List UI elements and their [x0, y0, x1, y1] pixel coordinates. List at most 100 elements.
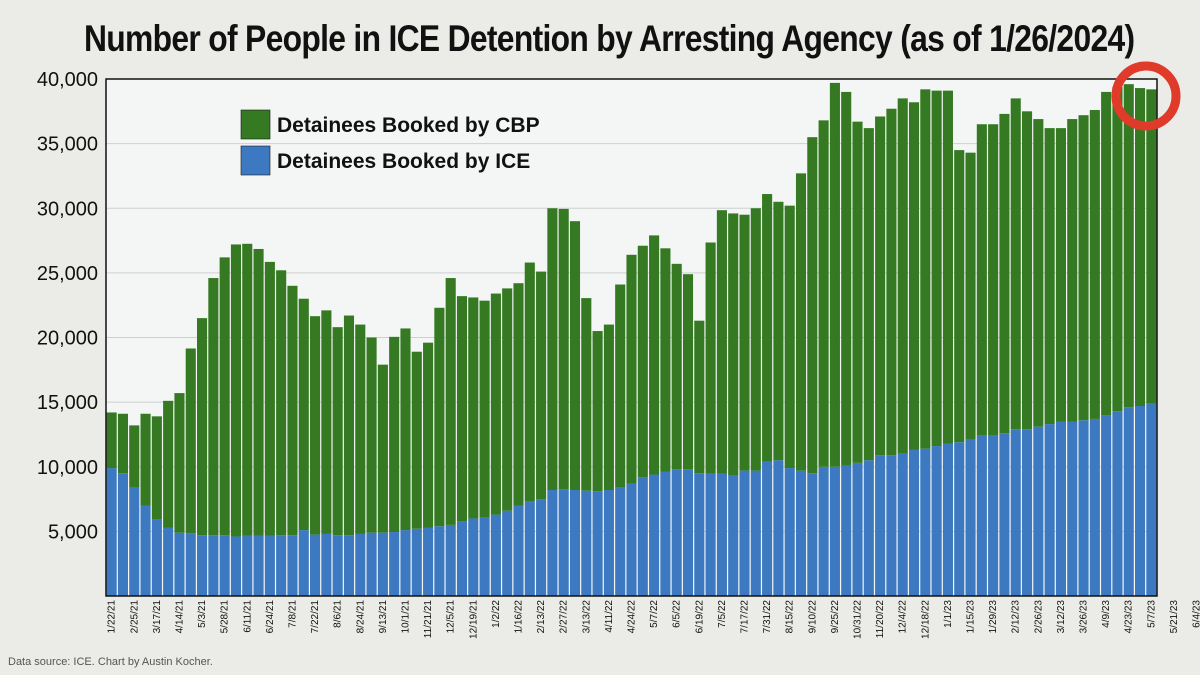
bar-cbp [377, 364, 388, 533]
bar-ice [536, 499, 547, 596]
y-axis: 5,000 10,000 15,000 20,000 25,000 30,000 35,00… [37, 69, 98, 543]
bar-ice [886, 455, 897, 596]
bar-cbp [1010, 98, 1021, 430]
bar-cbp [456, 296, 468, 522]
bar-cbp [129, 425, 140, 488]
bar-cbp [1033, 119, 1044, 427]
bar-ice [908, 449, 920, 596]
x-tick-label: 4/24/22 [627, 600, 638, 634]
bar-cbp [230, 244, 242, 537]
x-tick-label: 2/13/22 [536, 600, 547, 634]
bar-ice [174, 532, 185, 596]
legend: Detainees Booked by CBP Detainees Booked … [240, 109, 540, 176]
bar-ice [524, 501, 535, 596]
bar-cbp [536, 271, 547, 500]
x-tick-label: 6/19/22 [694, 600, 705, 634]
x-tick-label: 3/12/23 [1056, 600, 1067, 634]
bar-ice [920, 448, 931, 596]
bar-cbp [931, 90, 942, 447]
bar-cbp [615, 284, 626, 488]
bar-ice [988, 435, 999, 596]
source-note: Data source: ICE. Chart by Austin Kocher… [8, 656, 213, 668]
bar-ice [818, 466, 829, 596]
y-tick-label: 10,000 [37, 457, 98, 479]
bar-cbp [411, 351, 422, 529]
bar-ice [219, 535, 230, 596]
bar-ice [287, 535, 298, 596]
bar-cbp [660, 248, 671, 472]
bar-ice [807, 473, 818, 596]
bar-cbp [750, 208, 761, 471]
bar-cbp [671, 263, 682, 470]
legend-label: Detainees Booked by CBP [277, 114, 540, 137]
bar-ice [1078, 420, 1089, 596]
bar-ice [1044, 424, 1055, 596]
bar-cbp [547, 208, 558, 491]
bar-cbp [920, 89, 931, 449]
bar-ice [1067, 421, 1078, 596]
bar-ice [445, 524, 456, 596]
bar-cbp [716, 210, 727, 474]
bar-ice [456, 521, 468, 596]
bar-ice [569, 490, 581, 596]
x-tick-label: 6/4/23 [1192, 600, 1200, 628]
bar-ice [1146, 403, 1157, 596]
x-tick-label: 7/22/21 [310, 600, 321, 634]
bar-cbp [841, 91, 852, 466]
bar-cbp [1078, 115, 1089, 421]
bar-cbp [197, 318, 208, 536]
x-tick-label: 9/25/22 [830, 600, 841, 634]
bar-cbp [332, 327, 343, 536]
bar-ice [490, 514, 501, 596]
bar-ice [999, 433, 1010, 596]
x-tick-label: 1/29/23 [988, 600, 999, 634]
bar-ice [264, 535, 275, 596]
plot-frame [105, 78, 1158, 597]
bar-cbp [185, 348, 196, 534]
bar-ice [310, 534, 321, 596]
x-tick-label: 8/24/21 [355, 600, 366, 634]
bar-cbp [908, 102, 920, 450]
bar-ice [208, 535, 219, 596]
bar-cbp [988, 124, 999, 436]
bar-cbp [999, 113, 1010, 434]
bar-ice [592, 491, 603, 596]
bar-cbp [1146, 89, 1157, 404]
x-tick-label: 12/5/21 [446, 600, 457, 634]
bar-ice [411, 528, 422, 596]
bar-cbp [502, 288, 513, 511]
bar-cbp [852, 121, 863, 463]
bar-cbp [965, 152, 976, 440]
y-tick-label: 35,000 [37, 134, 98, 156]
x-tick-label: 2/25/21 [129, 600, 140, 634]
bar-ice [931, 446, 942, 596]
x-tick-label: 4/11/22 [604, 600, 615, 633]
chart-title: Number of People in ICE Detention by Arr… [84, 18, 1135, 59]
x-tick-label: 4/14/21 [174, 600, 185, 634]
bar-ice [581, 490, 592, 596]
bar-cbp [1123, 84, 1134, 408]
x-tick-label: 12/4/22 [898, 600, 909, 634]
bar-cbp [208, 278, 219, 536]
bar-cbp [1134, 88, 1146, 407]
bar-ice [332, 535, 343, 596]
bar-ice [875, 455, 886, 596]
bar-cbp [626, 254, 637, 484]
x-tick-label: 3/17/21 [152, 600, 163, 634]
bar-ice [660, 471, 671, 596]
bar-cbp [343, 315, 355, 536]
y-tick-label: 30,000 [37, 198, 98, 220]
bar-ice [140, 505, 151, 596]
bar-cbp [445, 278, 456, 525]
bar-ice [468, 518, 479, 596]
bar-cbp [728, 213, 739, 476]
bar-ice [976, 435, 987, 596]
y-tick-label: 15,000 [37, 392, 98, 414]
x-tick-label: 7/17/22 [740, 600, 751, 634]
y-tick-label: 20,000 [37, 328, 98, 350]
bar-cbp [310, 316, 321, 535]
bar-ice [705, 473, 716, 596]
bar-cbp [366, 337, 377, 533]
bar-cbp [558, 208, 569, 490]
bar-cbp [1067, 119, 1078, 422]
